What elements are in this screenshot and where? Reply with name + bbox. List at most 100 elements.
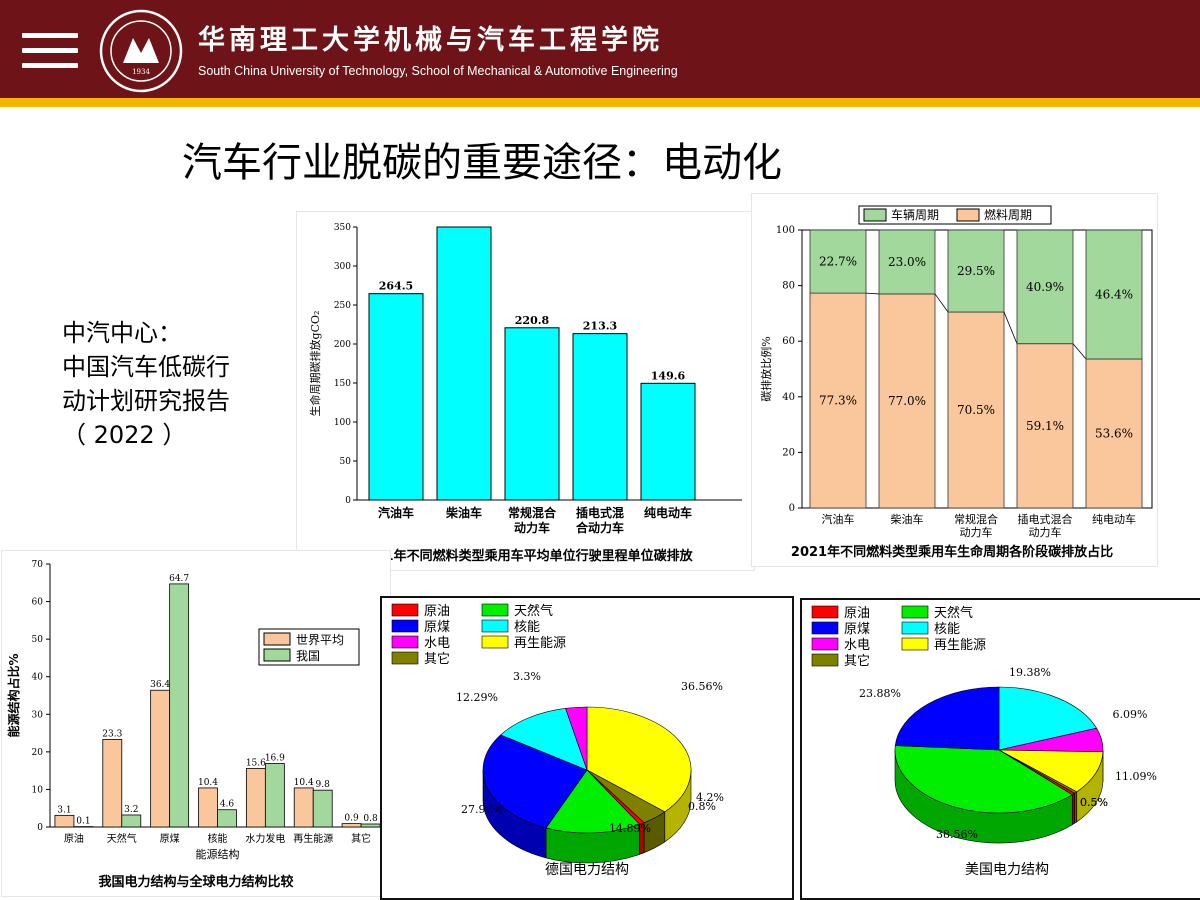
y-tick-label: 60 [782,336,795,347]
pie-slice [998,749,1104,793]
chart-title: 2021年不同燃料类型乘用车生命周期各阶段碳排放占比 [791,544,1113,560]
data-label: 9.8 [316,780,331,790]
y-axis-label: 生命周期碳排放gCO₂ [308,311,322,417]
data-label: 15.6 [246,758,266,768]
y-tick-label: 100 [334,418,351,428]
data-label: 70.5% [957,403,995,417]
y-tick-label: 60 [32,598,44,608]
bar [368,293,424,501]
x-tick-label: 柴油车 [891,512,924,526]
bar-world [341,823,362,828]
chart-title: 2021年不同燃料类型乘用车平均单位行驶里程单位碳排放 [357,548,693,564]
y-tick-label: 0 [789,503,795,514]
bar-vehicle-cycle [809,229,867,294]
legend: 车辆周期 燃料周期 [858,205,1052,225]
data-label: 10.4 [294,778,314,788]
bar-world [150,689,171,828]
legend-swatch [391,619,419,633]
connector-line [1072,343,1087,360]
bar-fuel-cycle [947,311,1005,509]
legend-label: 原油 [424,604,450,619]
bar-world [293,787,314,828]
bar-world [54,814,75,828]
data-label: 0.8% [688,800,716,813]
data-label: 0.5% [1080,796,1108,809]
legend-swatch [901,605,929,619]
x-tick-label: 常规混合 [954,512,998,526]
bar-china [264,763,285,828]
bar-vehicle-cycle [878,229,936,295]
data-label: 77.0% [888,394,926,408]
bar-china [312,789,333,828]
data-label: 0.1 [76,817,90,827]
lifecycle-stacked-bar-chart: 0 20 40 60 80 100 碳排放比例% 77.3% 22.7% 汽油车 77.0% 23.0… [759,205,1153,560]
pie-slice [500,708,588,771]
bar-fuel-cycle [878,293,936,509]
carbon-emission-bar-chart: 0 50 100 150 200 250 300 350 生命周期碳排放gCO₂ 264.5 汽油车… [308,223,742,564]
data-label: 0.5% [1080,796,1108,809]
data-label: 3.3% [513,670,541,683]
x-tick-label: 水力发电 [245,832,285,845]
data-label: 23.88% [859,687,901,700]
menu-icon-bar [22,63,78,68]
data-label: 38.56% [936,828,978,841]
chart-title: 我国电力结构与全球电力结构比较 [98,874,293,890]
y-tick-label: 40 [782,392,795,403]
data-label: 59.1% [1026,419,1064,433]
legend-label: 其它 [844,653,870,669]
menu-icon[interactable] [22,33,78,38]
x-tick-label: 纯电动车 [644,505,692,520]
pie-side [1071,792,1075,826]
bar [504,327,560,501]
bar [640,382,696,501]
data-label: 0.8 [363,814,378,824]
pie-side [1074,791,1078,824]
university-logo-icon: 1934 [99,9,183,93]
menu-icon-bar [22,48,78,53]
bar-fuel-cycle [809,292,867,509]
x-tick-label: 原煤 [160,832,180,845]
data-label: 0.9 [344,814,359,824]
data-label: 27.97% [461,803,503,816]
legend-swatch [863,208,887,222]
y-tick-label: 10 [32,785,44,795]
legend-swatch [811,637,839,651]
legend-swatch [481,635,509,649]
university-name: 华南理工大学机械与汽车工程学院 [198,18,663,57]
college-title: 机械与汽车工程学院 [384,25,663,56]
legend-swatch [391,603,419,617]
source-line: （ 2022 ） [62,421,187,449]
data-label: 149.6 [651,369,686,382]
data-label: 64.7 [169,574,189,584]
header-bar: 1934 华南理工大学机械与汽车工程学院 South China Univers… [0,0,1200,98]
chart-panel: 19.38% 6.09% 11.09% 0.5% 0.5% 38.56% 23.88% 原油天… [800,598,1200,900]
legend-label: 车辆周期 [891,207,939,222]
legend-swatch [901,621,929,635]
bar-fuel-cycle [1016,343,1074,509]
data-label: 220.8 [515,314,550,327]
y-axis-label: 碳排放比例% [759,336,773,401]
legend-label: 原煤 [844,622,870,637]
data-label: 11.09% [1115,770,1157,783]
x-tick-label: 汽油车 [378,505,414,520]
source-note: 中汽中心： 中国汽车低碳行 动计划研究报告 （ 2022 ） [62,316,230,452]
x-tick-label: 动力车 [960,525,993,539]
y-tick-label: 30 [32,710,44,720]
data-label: 29.5% [957,264,995,278]
usa-pie-chart: 19.38%6.09%11.09%0.5%0.5%38.56%23.88%原油天… [811,605,1157,878]
y-tick-label: 80 [782,281,795,292]
connector-line [865,292,880,295]
data-label: 77.3% [819,394,857,408]
bar-vehicle-cycle [1085,229,1143,360]
legend-label: 天然气 [514,603,553,619]
bar [436,226,492,501]
x-tick-label: 柴油车 [445,505,482,520]
legend-label: 其它 [424,651,450,667]
bar-vehicle-cycle [947,229,1005,313]
y-tick-label: 350 [334,223,351,233]
y-tick-label: 70 [32,560,44,570]
chart-panel: 0 10 20 30 40 50 60 70 能源结构占比% 3.1 0.1 原油 23.3 3.2 天然气… [2,551,390,896]
